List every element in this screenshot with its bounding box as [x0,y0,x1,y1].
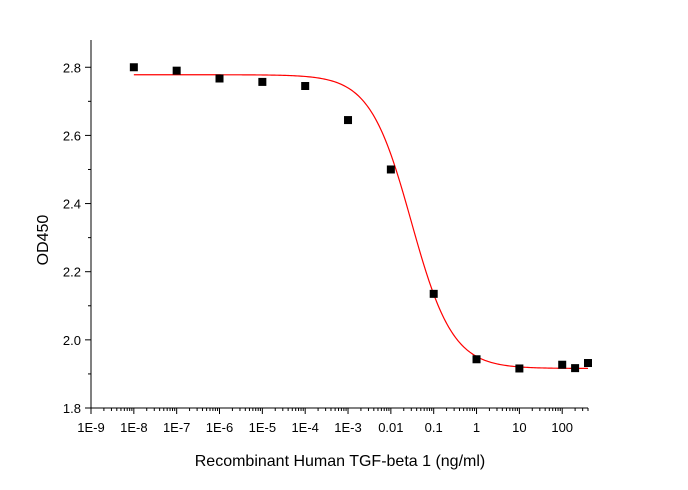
data-point [344,116,353,125]
y-tick-label: 2.8 [63,60,81,75]
x-tick-label: 1E-8 [120,420,147,435]
x-tick-label: 1E-9 [77,420,104,435]
data-point [172,66,181,75]
data-point [386,165,395,174]
y-tick-label: 2.2 [63,265,81,280]
x-tick-label: 1E-5 [249,420,276,435]
x-tick-label: 100 [551,420,573,435]
x-tick-label: 1E-3 [334,420,361,435]
x-tick-label: 10 [512,420,526,435]
x-tick-label: 0.1 [425,420,443,435]
y-tick-label: 1.8 [63,401,81,416]
x-tick-label: 1 [473,420,480,435]
plot-area [129,63,592,373]
data-point [571,364,580,373]
y-tick-label: 2.0 [63,333,81,348]
data-point [515,364,524,373]
x-axis-title: Recombinant Human TGF-beta 1 (ng/ml) [195,453,485,470]
data-point [215,74,224,83]
y-tick-label: 2.4 [63,197,81,212]
data-point [301,82,310,90]
data-point [258,77,267,86]
x-tick-label: 1E-6 [206,420,233,435]
data-point [584,359,592,368]
data-point [558,360,567,369]
x-tick-label: 1E-7 [163,420,190,435]
x-tick-label: 1E-4 [291,420,318,435]
data-point [472,355,481,364]
x-tick-label: 0.01 [378,420,403,435]
y-tick-label: 2.6 [63,128,81,143]
data-point [429,289,438,298]
data-point [129,63,138,72]
fit-curve [133,74,589,370]
y-axis: 1.8 2.0 2.2 2.4 2.6 2.8 [63,40,92,416]
y-axis-title: OD450 [35,215,52,266]
x-axis: 1E-9 1E-8 1E-7 1E-6 1E-5 1E-4 1E-3 0.01 0.1 1 10 10… [77,407,589,435]
